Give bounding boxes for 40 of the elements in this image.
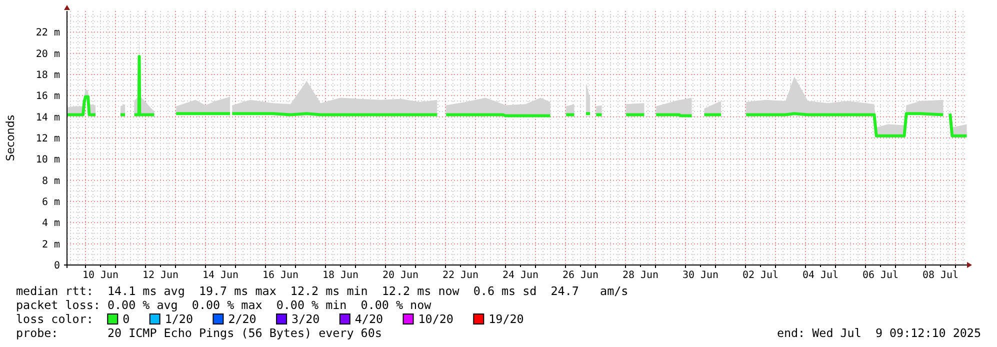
y-axis-title: Seconds: [4, 114, 17, 162]
legend-label: 4/20: [354, 312, 384, 326]
x-tick-label: 18 Jun: [322, 270, 359, 281]
y-tick-label: 16 m: [36, 91, 60, 102]
legend-label: 1/20: [164, 312, 194, 326]
x-tick-label: 04 Jul: [802, 270, 839, 281]
x-tick-label: 12 Jun: [142, 270, 179, 281]
y-tick-label: 20 m: [36, 48, 60, 60]
x-tick-label: 20 Jun: [382, 270, 419, 281]
x-tick-label: 30 Jun: [682, 270, 719, 281]
y-tick-label: 8 m: [42, 176, 60, 187]
legend-label: 2/20: [228, 312, 256, 326]
y-tick-label: 18 m: [36, 70, 60, 81]
x-tick-label: 08 Jul: [922, 270, 959, 281]
legend-label: 3/20: [292, 312, 320, 326]
y-tick-label: 14 m: [36, 112, 60, 124]
y-tick-label: 0: [54, 260, 60, 272]
x-tick-label: 02 Jul: [742, 270, 779, 281]
x-tick-label: 24 Jun: [502, 270, 539, 281]
legend-label: 0: [122, 312, 130, 326]
y-tick-label: 4 m: [42, 218, 60, 230]
text: median rtt: 14.1 ms avg 19.7 ms max 12.2 ms min 12.2 ms now 0.6 ms sd 24.7 am/s: [16, 284, 628, 298]
y-tick-label: 10 m: [36, 154, 60, 166]
text: end: Wed Jul 9 09:12:10 2025: [776, 326, 981, 340]
y-tick-label: 22 m: [36, 28, 60, 39]
x-tick-label: 06 Jul: [862, 270, 899, 281]
x-tick-label: 28 Jun: [622, 270, 659, 281]
text: probe: 20 ICMP Echo Pings (56 Bytes) every 60s: [16, 326, 382, 340]
x-tick-label: 22 Jun: [442, 270, 479, 281]
legend-label: 19/20: [488, 312, 524, 326]
legend-label: 10/20: [418, 312, 454, 326]
y-tick-label: 12 m: [36, 134, 60, 144]
y-tick-label: 6 m: [42, 197, 60, 208]
x-tick-label: 16 Jun: [262, 270, 299, 281]
legend-title: loss color:: [16, 312, 94, 326]
x-tick-label: 26 Jun: [562, 270, 599, 281]
x-tick-label: 10 Jun: [82, 270, 119, 281]
y-tick-label: 2 m: [42, 239, 60, 250]
x-tick-label: 14 Jun: [202, 270, 239, 281]
text: packet loss: 0.00 % avg 0.00 % max 0.00 % min 0.00 % now: [16, 298, 432, 312]
